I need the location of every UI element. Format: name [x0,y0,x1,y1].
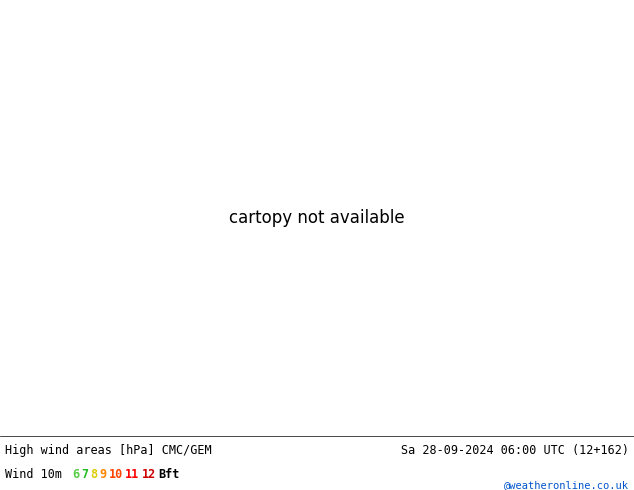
Text: Sa 28-09-2024 06:00 UTC (12+162): Sa 28-09-2024 06:00 UTC (12+162) [401,443,629,457]
Text: 7: 7 [81,467,88,481]
Text: cartopy not available: cartopy not available [229,209,405,227]
Text: 11: 11 [125,467,139,481]
Text: Bft: Bft [158,467,179,481]
Text: High wind areas [hPa] CMC/GEM: High wind areas [hPa] CMC/GEM [5,443,212,457]
Text: 12: 12 [141,467,156,481]
Text: Wind 10m: Wind 10m [5,467,62,481]
Text: 8: 8 [91,467,98,481]
Text: 10: 10 [109,467,123,481]
Text: 9: 9 [100,467,107,481]
Text: @weatheronline.co.uk: @weatheronline.co.uk [504,480,629,490]
Text: 6: 6 [72,467,79,481]
